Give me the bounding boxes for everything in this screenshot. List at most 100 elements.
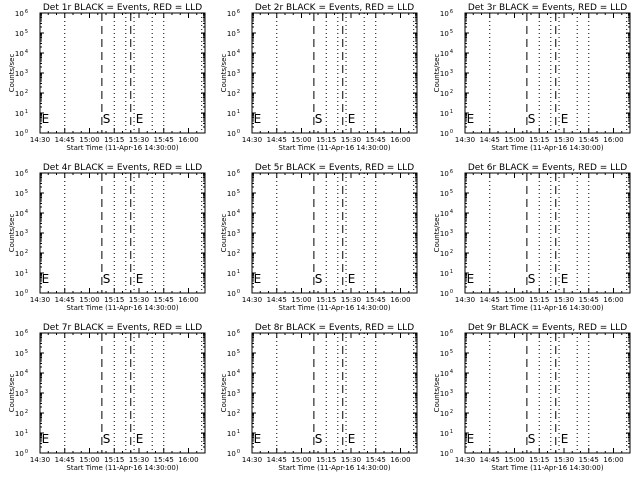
y-tick-label: 103 <box>15 389 28 398</box>
detector-chart-4: Det 4r BLACK = Events, RED = LLD10010110… <box>8 163 206 312</box>
event-marker: E <box>42 272 50 286</box>
x-tick-label: 15:00 <box>291 136 311 144</box>
y-tick-exponent: 1 <box>25 109 28 115</box>
x-tick-label: 15:00 <box>504 296 524 304</box>
y-tick-exponent: 3 <box>450 389 453 395</box>
y-tick-exponent: 4 <box>237 369 240 375</box>
detector-chart-2: Det 2r BLACK = Events, RED = LLD10010110… <box>220 3 418 152</box>
detector-chart-7: Det 7r BLACK = Events, RED = LLD10010110… <box>8 323 206 472</box>
y-tick-label: 102 <box>15 249 28 258</box>
x-tick-label: 14:45 <box>267 296 287 304</box>
y-tick-label: 102 <box>227 249 240 258</box>
y-tick-label: 105 <box>440 189 453 198</box>
y-tick-label: 104 <box>227 49 240 58</box>
y-tick-label: 101 <box>440 109 453 118</box>
x-axis-label: Start Time (11-Apr-16 14:30:00) <box>491 144 603 152</box>
x-axis-label: Start Time (11-Apr-16 14:30:00) <box>278 464 390 472</box>
y-tick-label: 103 <box>227 229 240 238</box>
y-tick-exponent: 1 <box>450 429 453 435</box>
y-tick-label: 104 <box>440 49 453 58</box>
x-tick-label: 14:30 <box>455 136 475 144</box>
x-tick-label: 15:15 <box>104 456 124 464</box>
y-tick-label: 102 <box>227 409 240 418</box>
x-tick-label: 15:30 <box>341 136 361 144</box>
y-tick-label: 105 <box>227 189 240 198</box>
y-tick-exponent: 4 <box>450 209 453 215</box>
y-tick-exponent: 5 <box>25 189 28 195</box>
x-tick-label: 15:00 <box>79 296 99 304</box>
x-tick-label: 15:45 <box>579 296 599 304</box>
y-tick-label: 104 <box>440 209 453 218</box>
y-tick-exponent: 5 <box>237 189 240 195</box>
x-tick-label: 15:00 <box>291 296 311 304</box>
y-tick-exponent: 6 <box>237 329 240 335</box>
x-tick-label: 16:00 <box>178 456 198 464</box>
y-tick-label: 106 <box>227 169 240 178</box>
y-tick-exponent: 2 <box>25 89 28 95</box>
y-tick-exponent: 2 <box>450 249 453 255</box>
y-tick-label: 106 <box>15 329 28 338</box>
y-tick-exponent: 3 <box>237 389 240 395</box>
y-tick-label: 101 <box>440 429 453 438</box>
y-tick-label: 100 <box>440 129 453 138</box>
x-tick-label: 15:30 <box>129 296 149 304</box>
event-marker: E <box>348 432 356 446</box>
y-tick-label: 101 <box>440 269 453 278</box>
y-tick-label: 101 <box>15 429 28 438</box>
y-axis-label: Counts/sec <box>8 54 16 93</box>
x-tick-label: 16:00 <box>603 136 623 144</box>
x-tick-label: 16:00 <box>390 456 410 464</box>
y-tick-exponent: 6 <box>450 9 453 15</box>
y-tick-label: 105 <box>15 189 28 198</box>
event-marker: E <box>42 432 50 446</box>
x-tick-label: 14:30 <box>242 136 262 144</box>
y-tick-exponent: 2 <box>25 409 28 415</box>
y-axis-label: Counts/sec <box>8 374 16 413</box>
x-tick-label: 15:30 <box>341 296 361 304</box>
y-tick-label: 102 <box>440 249 453 258</box>
y-tick-exponent: 4 <box>25 49 28 55</box>
y-tick-exponent: 6 <box>237 169 240 175</box>
y-tick-label: 100 <box>227 129 240 138</box>
x-tick-label: 14:45 <box>267 456 287 464</box>
y-tick-exponent: 1 <box>25 429 28 435</box>
y-tick-exponent: 0 <box>237 449 240 455</box>
y-tick-exponent: 0 <box>25 129 28 135</box>
detector-chart-8: Det 8r BLACK = Events, RED = LLD10010110… <box>220 323 418 472</box>
y-tick-exponent: 1 <box>450 269 453 275</box>
x-tick-label: 14:30 <box>242 456 262 464</box>
x-tick-label: 14:45 <box>480 456 500 464</box>
y-tick-exponent: 3 <box>237 69 240 75</box>
y-tick-exponent: 4 <box>25 209 28 215</box>
chart-title: Det 1r BLACK = Events, RED = LLD <box>43 3 202 13</box>
event-marker: E <box>561 272 569 286</box>
x-tick-label: 16:00 <box>603 456 623 464</box>
y-tick-label: 100 <box>440 449 453 458</box>
y-tick-exponent: 2 <box>25 249 28 255</box>
x-tick-label: 15:45 <box>366 136 386 144</box>
x-tick-label: 14:45 <box>55 296 75 304</box>
y-tick-label: 105 <box>440 29 453 38</box>
x-tick-label: 15:30 <box>129 136 149 144</box>
x-axis-label: Start Time (11-Apr-16 14:30:00) <box>66 144 178 152</box>
y-tick-exponent: 1 <box>450 109 453 115</box>
y-tick-label: 103 <box>227 389 240 398</box>
y-tick-exponent: 5 <box>237 349 240 355</box>
y-tick-exponent: 3 <box>450 229 453 235</box>
y-tick-exponent: 2 <box>450 89 453 95</box>
event-marker: S <box>528 272 536 286</box>
y-tick-exponent: 3 <box>450 69 453 75</box>
y-tick-exponent: 0 <box>450 289 453 295</box>
x-tick-label: 14:45 <box>55 456 75 464</box>
x-tick-label: 15:00 <box>291 456 311 464</box>
x-axis-label: Start Time (11-Apr-16 14:30:00) <box>278 144 390 152</box>
x-tick-label: 15:30 <box>554 136 574 144</box>
event-marker: E <box>348 272 356 286</box>
event-marker: E <box>254 112 262 126</box>
y-tick-exponent: 4 <box>25 369 28 375</box>
event-marker: S <box>103 272 111 286</box>
y-tick-label: 106 <box>440 329 453 338</box>
chart-title: Det 7r BLACK = Events, RED = LLD <box>43 323 202 333</box>
x-tick-label: 16:00 <box>390 136 410 144</box>
y-tick-label: 102 <box>15 409 28 418</box>
